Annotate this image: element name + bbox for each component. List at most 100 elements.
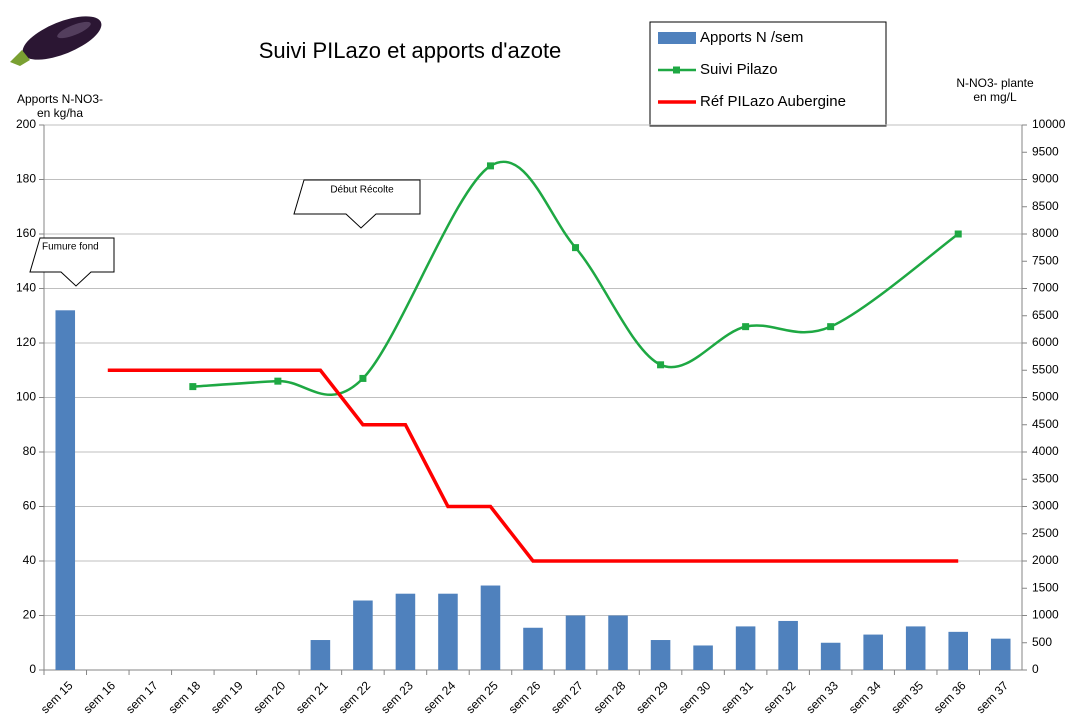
y2-tick-label: 5000 [1032, 390, 1059, 404]
x-tick-label: sem 20 [251, 678, 289, 716]
bar [735, 626, 756, 670]
y-tick-label: 200 [16, 117, 36, 131]
y2-tick-label: 1000 [1032, 608, 1059, 622]
y2-tick-label: 6500 [1032, 308, 1059, 322]
eggplant-icon [10, 16, 102, 66]
y2-tick-label: 0 [1032, 662, 1039, 676]
y2-tick-label: 7000 [1032, 281, 1059, 295]
x-tick-label: sem 17 [123, 678, 161, 716]
y-tick-label: 160 [16, 226, 36, 240]
y2-tick-label: 7500 [1032, 253, 1059, 267]
y2-tick-label: 5500 [1032, 362, 1059, 376]
y2-tick-label: 2000 [1032, 553, 1059, 567]
chart-title: Suivi PILazo et apports d'azote [259, 38, 562, 63]
x-tick-label: sem 33 [803, 678, 841, 716]
bar [438, 593, 458, 670]
bar [55, 310, 76, 670]
y2-tick-label: 8000 [1032, 226, 1059, 240]
y2-tick-label: 4000 [1032, 444, 1059, 458]
y2-tick-label: 2500 [1032, 526, 1059, 540]
x-tick-label: sem 35 [888, 678, 926, 716]
y-axis-title: Apports N-NO3- [17, 92, 103, 106]
bar [820, 642, 841, 670]
annotation: Fumure fond [42, 242, 99, 253]
y-axis-title: en kg/ha [37, 106, 83, 120]
point-marker [359, 374, 367, 382]
y-tick-label: 20 [23, 608, 37, 622]
x-tick-label: sem 24 [421, 678, 459, 716]
x-tick-label: sem 34 [846, 678, 884, 716]
bar [395, 593, 416, 670]
y2-tick-label: 3000 [1032, 499, 1059, 513]
point-marker [274, 377, 282, 385]
x-tick-label: sem 15 [38, 678, 76, 716]
legend-label: Réf PILazo Aubergine [700, 93, 846, 110]
y2-axis-title: N-NO3- plante [956, 76, 1034, 90]
bar [650, 640, 671, 670]
y-tick-label: 100 [16, 390, 36, 404]
point-marker [486, 162, 494, 170]
legend-swatch [673, 66, 680, 74]
x-tick-label: sem 27 [548, 678, 586, 716]
y-tick-label: 0 [29, 662, 36, 676]
line-series [192, 160, 959, 396]
bar [693, 645, 713, 670]
bar [905, 626, 926, 670]
bar [565, 615, 586, 670]
x-tick-label: sem 21 [293, 678, 331, 716]
legend-label: Apports N /sem [700, 29, 803, 46]
bar [990, 638, 1011, 670]
y2-tick-label: 3500 [1032, 471, 1059, 485]
point-marker [189, 383, 197, 391]
point-marker [742, 323, 750, 331]
bar [608, 615, 628, 670]
x-tick-label: sem 30 [676, 678, 714, 716]
bar [863, 634, 883, 670]
y2-tick-label: 9000 [1032, 172, 1059, 186]
y2-tick-label: 4500 [1032, 417, 1059, 431]
y2-axis-title: en mg/L [973, 90, 1017, 104]
x-tick-label: sem 26 [506, 678, 544, 716]
bar [353, 600, 373, 670]
y2-tick-label: 500 [1032, 635, 1052, 649]
point-marker [954, 230, 962, 238]
y2-tick-label: 9500 [1032, 144, 1059, 158]
bar [778, 620, 798, 670]
y-tick-label: 120 [16, 335, 36, 349]
point-marker [657, 361, 665, 369]
bar [523, 627, 543, 670]
annotation: Début Récolte [330, 185, 394, 196]
y2-tick-label: 6000 [1032, 335, 1059, 349]
x-tick-label: sem 31 [718, 678, 756, 716]
point-marker [827, 323, 835, 331]
y-tick-label: 80 [23, 444, 37, 458]
point-marker [572, 244, 580, 252]
line-series [107, 368, 959, 563]
legend-label: Suivi Pilazo [700, 61, 778, 78]
x-tick-label: sem 32 [761, 678, 799, 716]
y2-tick-label: 1500 [1032, 580, 1059, 594]
bar [480, 585, 501, 670]
y-tick-label: 60 [23, 499, 37, 513]
y-tick-label: 140 [16, 281, 36, 295]
x-tick-label: sem 18 [165, 678, 203, 716]
x-tick-label: sem 36 [931, 678, 969, 716]
x-tick-label: sem 19 [208, 678, 246, 716]
callout [293, 179, 421, 229]
y-tick-label: 180 [16, 172, 36, 186]
y2-tick-label: 8500 [1032, 199, 1059, 213]
x-tick-label: sem 23 [378, 678, 416, 716]
y-tick-label: 40 [23, 553, 37, 567]
legend-swatch [658, 32, 696, 44]
bar [948, 631, 968, 670]
x-tick-label: sem 28 [591, 678, 629, 716]
x-tick-label: sem 22 [336, 678, 374, 716]
x-tick-label: sem 29 [633, 678, 671, 716]
x-tick-label: sem 37 [973, 678, 1011, 716]
y2-tick-label: 10000 [1032, 117, 1066, 131]
x-tick-label: sem 25 [463, 678, 501, 716]
x-tick-label: sem 16 [80, 678, 118, 716]
bar [310, 640, 331, 670]
callout [29, 237, 115, 287]
